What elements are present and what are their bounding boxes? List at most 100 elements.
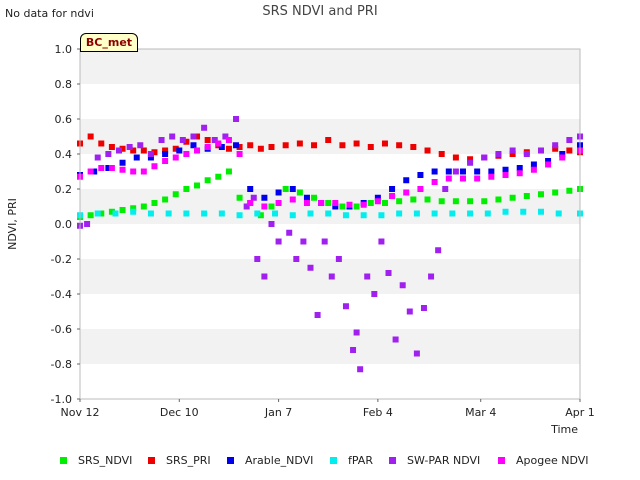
- data-point: [381, 140, 388, 147]
- data-point: [236, 144, 243, 150]
- data-point: [357, 366, 364, 373]
- data-point: [98, 165, 105, 171]
- data-point: [367, 200, 374, 206]
- data-point: [116, 147, 123, 154]
- data-point: [431, 210, 438, 217]
- data-point: [545, 158, 552, 164]
- data-point: [250, 194, 257, 201]
- data-point: [321, 238, 328, 245]
- data-point: [162, 158, 169, 164]
- legend-swatch: [330, 457, 337, 464]
- data-point: [467, 198, 474, 205]
- data-point: [183, 186, 190, 192]
- data-point: [339, 142, 346, 149]
- data-point: [94, 154, 101, 161]
- data-point: [509, 151, 516, 157]
- data-point: [140, 147, 147, 154]
- data-point: [371, 291, 378, 297]
- data-point: [467, 159, 474, 166]
- data-point: [374, 194, 381, 201]
- data-point: [360, 201, 367, 208]
- data-point: [162, 196, 169, 203]
- legend-label: Arable_NDVI: [245, 454, 313, 467]
- data-point: [389, 186, 396, 192]
- data-point: [435, 247, 442, 254]
- data-point: [318, 200, 325, 206]
- chart-title: SRS NDVI and PRI: [262, 4, 378, 19]
- data-point: [147, 154, 154, 161]
- data-point: [403, 177, 410, 184]
- data-point: [236, 194, 243, 201]
- data-point: [566, 137, 573, 143]
- data-point: [396, 210, 403, 217]
- data-point: [417, 186, 424, 192]
- data-point: [428, 273, 435, 280]
- data-point: [201, 124, 208, 131]
- data-point: [225, 137, 232, 143]
- y-tick-label: 0.0: [55, 218, 73, 231]
- data-point: [417, 172, 424, 178]
- data-point: [328, 273, 335, 280]
- data-point: [282, 186, 289, 192]
- grid-bands: [80, 49, 580, 399]
- data-point: [289, 196, 296, 203]
- data-point: [272, 210, 279, 217]
- legend-swatch: [60, 457, 67, 464]
- data-point: [410, 144, 417, 150]
- data-point: [367, 144, 374, 150]
- data-point: [552, 142, 559, 149]
- axes: -1.0 -0.8 -0.6 -0.4 -0.2 0.0 0.2 0.4 0.6 0.8 1.0 No…: [51, 43, 595, 419]
- data-point: [396, 198, 403, 205]
- data-point: [552, 145, 559, 152]
- data-point: [211, 137, 218, 143]
- data-point: [339, 203, 346, 210]
- data-point: [431, 179, 438, 185]
- data-point: [374, 198, 381, 205]
- data-point: [396, 142, 403, 149]
- data-point: [459, 175, 466, 182]
- data-point: [296, 189, 303, 196]
- data-point: [225, 145, 232, 152]
- data-point: [233, 116, 240, 122]
- data-point: [94, 210, 101, 217]
- data-point: [516, 170, 523, 177]
- data-point: [332, 200, 339, 206]
- data-point: [293, 256, 300, 262]
- y-axis-label: NDVI, PRI: [6, 198, 19, 250]
- data-point: [431, 168, 438, 175]
- data-point: [325, 137, 332, 143]
- data-point: [151, 149, 158, 156]
- data-point: [257, 145, 264, 152]
- data-point: [108, 208, 115, 215]
- data-point: [261, 273, 268, 280]
- legend-item: fPAR: [330, 454, 373, 467]
- data-point: [112, 210, 119, 217]
- data-point: [307, 264, 314, 271]
- data-point: [169, 133, 176, 140]
- site-badge: BC_met: [80, 33, 138, 52]
- data-point: [261, 203, 268, 210]
- data-point: [516, 165, 523, 171]
- legend-item: SRS_NDVI: [60, 454, 132, 467]
- x-tick-label: Jan 7: [264, 406, 292, 419]
- data-point: [261, 194, 268, 201]
- legend-swatch: [498, 457, 505, 464]
- data-point: [119, 166, 126, 173]
- data-point: [459, 168, 466, 175]
- data-point: [555, 210, 562, 217]
- data-point: [452, 198, 459, 205]
- data-point: [303, 194, 310, 201]
- data-point: [130, 168, 137, 175]
- data-point: [307, 210, 314, 217]
- x-tick-label: Mar 4: [465, 406, 496, 419]
- data-point: [201, 210, 208, 217]
- data-point: [530, 166, 537, 173]
- legend-label: SRS_PRI: [166, 454, 211, 467]
- data-point: [130, 205, 137, 212]
- data-point: [204, 177, 211, 184]
- series-arable-ndvi: [77, 142, 583, 210]
- data-point: [165, 210, 172, 217]
- data-point: [303, 200, 310, 206]
- data-point: [488, 168, 495, 175]
- data-point: [130, 208, 137, 215]
